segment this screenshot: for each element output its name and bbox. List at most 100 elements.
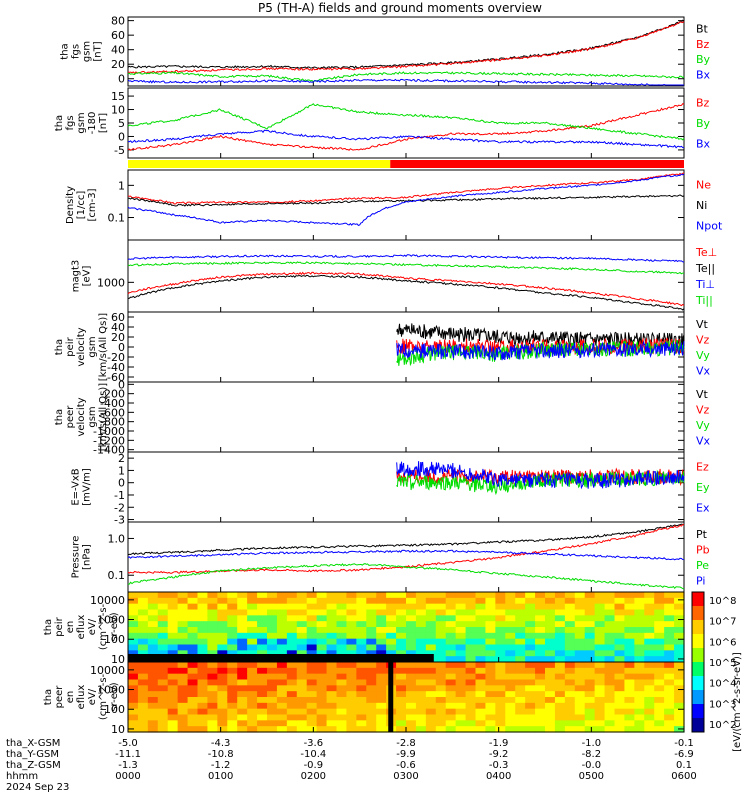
heatmap-cell bbox=[465, 627, 477, 634]
heatmap-cell bbox=[296, 702, 308, 710]
heatmap-cell bbox=[237, 702, 248, 710]
heatmap-cell bbox=[445, 679, 457, 686]
legend-entry: Ex bbox=[696, 502, 710, 515]
heatmap-cell bbox=[445, 685, 457, 692]
heatmap-cell bbox=[237, 691, 248, 698]
heatmap-cell bbox=[564, 726, 576, 733]
heatmap-cell bbox=[604, 697, 616, 704]
heatmap-cell bbox=[535, 597, 546, 605]
y-axis-label: eV/ bbox=[87, 688, 98, 705]
heatmap-cell bbox=[177, 708, 189, 716]
series-Pe bbox=[127, 563, 685, 590]
heatmap-cell bbox=[415, 697, 427, 704]
heatmap-cell bbox=[564, 714, 576, 721]
y-axis-label: tha bbox=[43, 619, 54, 635]
heatmap-cell bbox=[406, 632, 417, 640]
heatmap-cell bbox=[316, 592, 328, 599]
y-tick-label: -5 bbox=[114, 144, 125, 157]
heatmap-cell bbox=[674, 685, 685, 692]
heatmap-cell bbox=[554, 656, 566, 663]
heatmap-cell bbox=[515, 667, 526, 675]
heatmap-cell bbox=[376, 708, 387, 716]
heatmap-cell bbox=[207, 592, 218, 599]
heatmap-cell bbox=[425, 627, 437, 634]
heatmap-cell bbox=[276, 609, 288, 616]
colorbar-segment bbox=[692, 648, 704, 663]
heatmap-cell bbox=[564, 673, 576, 681]
heatmap-cell bbox=[604, 726, 616, 733]
heatmap-cell bbox=[217, 650, 228, 657]
heatmap-cell bbox=[455, 691, 467, 698]
heatmap-cell bbox=[574, 673, 586, 681]
heatmap-cell bbox=[217, 702, 228, 710]
heatmap-cell bbox=[495, 644, 506, 651]
heatmap-cell bbox=[237, 708, 248, 716]
heatmap-cell bbox=[167, 597, 179, 605]
heatmap-cell bbox=[664, 632, 675, 640]
y-tick-label: 0 bbox=[118, 73, 125, 86]
heatmap-cell bbox=[435, 621, 447, 628]
colorbar-segment bbox=[692, 620, 704, 635]
heatmap-cell bbox=[257, 609, 268, 616]
heatmap-cell bbox=[276, 603, 288, 611]
heatmap-cell bbox=[157, 697, 169, 704]
heatmap-cell bbox=[286, 597, 298, 605]
heatmap-cell bbox=[644, 708, 655, 716]
heatmap-cell bbox=[197, 726, 209, 733]
heatmap-cell bbox=[634, 702, 645, 710]
heatmap-cell bbox=[614, 592, 626, 599]
heatmap-cell bbox=[525, 627, 536, 634]
heatmap-cell bbox=[674, 644, 685, 651]
heatmap-cell bbox=[227, 667, 238, 675]
y-axis-label: [km/s(All Qs)] bbox=[98, 383, 109, 451]
heatmap-cell bbox=[147, 644, 159, 651]
heatmap-cell bbox=[604, 615, 616, 622]
heatmap-cell bbox=[237, 697, 248, 704]
heatmap-cell bbox=[634, 691, 645, 698]
heatmap-cell bbox=[644, 702, 655, 710]
heatmap-cell bbox=[128, 632, 139, 640]
heatmap-cell bbox=[336, 632, 348, 640]
heatmap-cell bbox=[634, 621, 645, 628]
heatmap-cell bbox=[386, 609, 397, 616]
heatmap-cell bbox=[594, 667, 606, 675]
heatmap-cell bbox=[624, 603, 635, 611]
heatmap-cell bbox=[515, 697, 526, 704]
heatmap-cell bbox=[227, 603, 238, 611]
heatmap-cell bbox=[654, 685, 665, 692]
heatmap-cell bbox=[594, 662, 606, 669]
heatmap-cell bbox=[356, 615, 367, 622]
heatmap-cell bbox=[664, 644, 675, 651]
heatmap-cell bbox=[167, 609, 179, 616]
series-Pb bbox=[127, 524, 685, 574]
heatmap-cell bbox=[137, 609, 149, 616]
heatmap-cell bbox=[465, 609, 477, 616]
heatmap-cell bbox=[495, 702, 506, 710]
heatmap-cell bbox=[207, 597, 218, 605]
heatmap-cell bbox=[187, 603, 199, 611]
heatmap-cell bbox=[346, 638, 357, 646]
heatmap-cell bbox=[545, 720, 556, 727]
heatmap-cell bbox=[435, 662, 447, 669]
heatmap-cell bbox=[455, 644, 467, 651]
heatmap-cell bbox=[594, 726, 606, 733]
heatmap-cell bbox=[594, 720, 606, 727]
heatmap-cell bbox=[495, 708, 506, 716]
heatmap-cell bbox=[584, 679, 596, 686]
heatmap-cell bbox=[396, 697, 407, 704]
heatmap-cell bbox=[664, 662, 675, 669]
heatmap-cell bbox=[286, 627, 298, 634]
heatmap-cell bbox=[336, 691, 348, 698]
heatmap-cell bbox=[227, 644, 238, 651]
heatmap-cell bbox=[545, 621, 556, 628]
heatmap-cell bbox=[296, 650, 308, 657]
heatmap-cell bbox=[674, 592, 685, 599]
heatmap-cell bbox=[316, 621, 328, 628]
heatmap-cell bbox=[406, 702, 417, 710]
heatmap-cell bbox=[396, 621, 407, 628]
heatmap-cell bbox=[167, 685, 179, 692]
heatmap-cell bbox=[237, 627, 248, 634]
heatmap-cell bbox=[564, 638, 576, 646]
